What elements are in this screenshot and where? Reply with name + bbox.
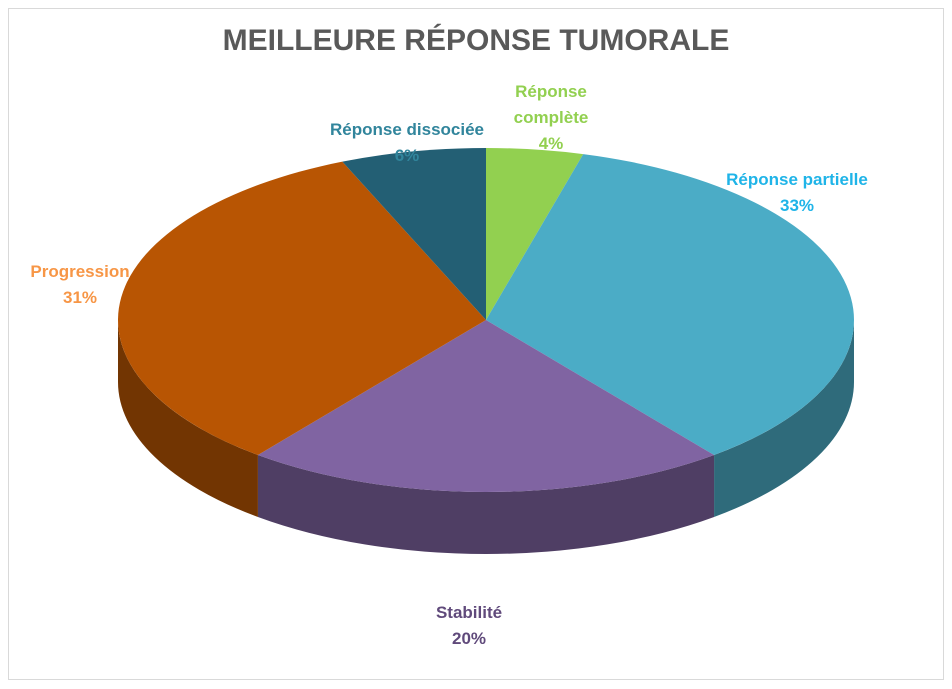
pie-slice xyxy=(486,154,855,455)
pie-slice xyxy=(118,161,486,455)
data-label: Réponse partielle 33% xyxy=(687,167,907,219)
value-label: 33% xyxy=(779,196,815,215)
chart-title: MEILLEURE RÉPONSE TUMORALE xyxy=(222,24,730,57)
slice-side xyxy=(257,454,715,554)
pie-slice xyxy=(342,148,486,320)
data-label: Progression 31% xyxy=(0,259,160,311)
category-label: Progression xyxy=(30,262,130,281)
value-label: 6% xyxy=(394,146,420,165)
category-label: Stabilité xyxy=(435,603,503,622)
chart-frame xyxy=(8,8,944,680)
value-label: 4% xyxy=(538,134,564,153)
slice-side xyxy=(118,320,258,517)
pie-slice xyxy=(486,148,584,320)
category-label: Réponse complète xyxy=(513,82,589,127)
data-label: Réponse dissociée 6% xyxy=(297,117,517,169)
category-label: Réponse partielle xyxy=(726,170,868,189)
pie-sides xyxy=(118,320,854,554)
slice-side xyxy=(714,320,854,517)
value-label: 20% xyxy=(451,629,487,648)
pie-slice xyxy=(257,320,715,493)
category-label: Réponse dissociée xyxy=(329,120,484,139)
value-label: 31% xyxy=(62,288,98,307)
data-label: Réponse complète 4% xyxy=(501,79,601,157)
data-label: Stabilité 20% xyxy=(369,600,569,652)
